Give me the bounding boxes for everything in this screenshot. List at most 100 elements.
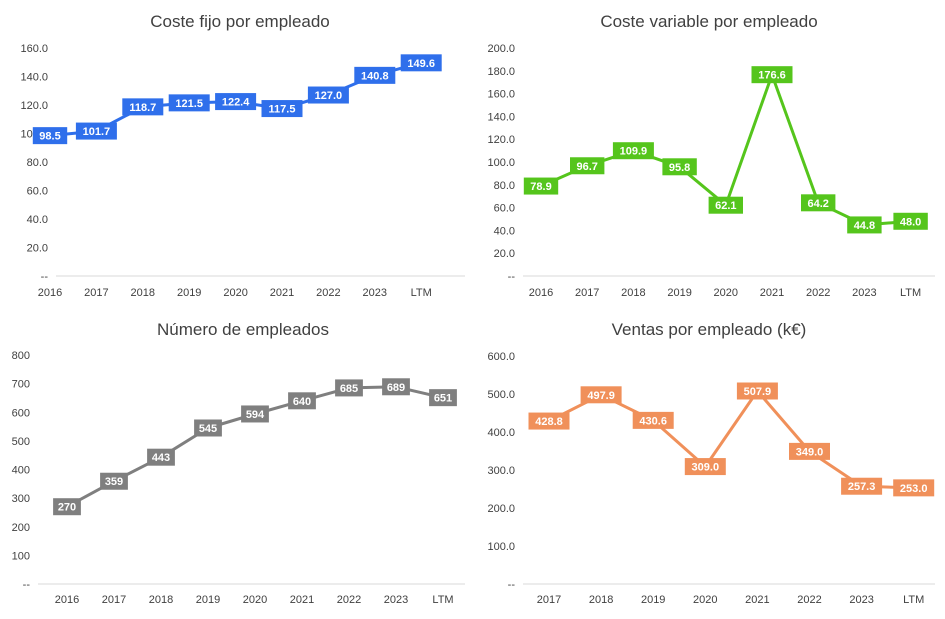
data-point-marker: [215, 93, 257, 111]
data-label: 594: [246, 409, 265, 421]
data-label: 64.2: [807, 198, 828, 210]
data-point-marker: [570, 157, 605, 175]
x-tick-label: 2016: [38, 287, 62, 299]
x-tick-label: 2021: [760, 287, 784, 299]
data-point-marker: [335, 379, 363, 397]
x-tick-label: 2022: [337, 594, 361, 606]
chart-3: Número de empleados -- 100 200 300 400 500 600 7…: [12, 320, 465, 606]
data-point-marker: [528, 412, 570, 430]
x-tick-label: LTM: [900, 287, 921, 299]
y-tick-label: 600.0: [487, 351, 515, 363]
y-tick-label: 200.0: [487, 503, 515, 515]
data-point-marker: [801, 194, 836, 212]
data-point-marker: [751, 66, 793, 84]
x-tick-label: 2023: [849, 594, 873, 606]
y-tick-label: 100.0: [487, 541, 515, 553]
data-label: 270: [58, 502, 76, 514]
chart-4: Ventas por empleado (k€) -- 100.0 200.0 300.…: [487, 320, 935, 606]
data-point-marker: [708, 196, 743, 214]
x-tick-label: 2020: [223, 287, 247, 299]
data-point-marker: [841, 477, 883, 495]
data-label: 349.0: [796, 446, 824, 458]
y-tick-label: 60.0: [27, 186, 48, 198]
y-tick-label: 80.0: [27, 157, 48, 169]
data-point-marker: [612, 142, 654, 160]
x-tick-label: 2018: [589, 594, 613, 606]
data-label: 685: [340, 383, 358, 395]
y-tick-label: 300: [12, 493, 30, 505]
x-tick-label: 2023: [852, 287, 876, 299]
x-tick-label: 2020: [693, 594, 717, 606]
y-tick-label: 700: [12, 379, 30, 391]
data-label: 127.0: [315, 90, 343, 102]
data-point-marker: [382, 378, 410, 396]
x-tick-label: LTM: [432, 594, 453, 606]
x-tick-label: 2017: [102, 594, 126, 606]
chart-1: Coste fijo por empleado -- 20.0 40.0 60.0 80.…: [20, 12, 465, 299]
x-tick-label: 2018: [149, 594, 173, 606]
series-line: [547, 389, 916, 490]
data-point-marker: [893, 212, 928, 230]
y-tick-label: 500: [12, 436, 30, 448]
chart-2: Coste variable por empleado -- 20.0 40.0 60.…: [487, 12, 935, 299]
data-label: 121.5: [175, 98, 203, 110]
data-point-marker: [168, 94, 210, 112]
y-tick-label: 200.0: [487, 43, 515, 55]
x-tick-label: 2020: [714, 287, 738, 299]
y-tick-label: 40.0: [494, 225, 515, 237]
y-tick-label: 40.0: [27, 214, 48, 226]
data-label: 507.9: [744, 386, 772, 398]
data-label: 689: [387, 382, 405, 394]
data-point-marker: [75, 122, 117, 140]
y-tick-label: 20.0: [494, 248, 515, 260]
chart-title: Ventas por empleado (k€): [612, 320, 807, 339]
data-point-marker: [32, 127, 68, 145]
y-tick-label: 300.0: [487, 465, 515, 477]
data-point-marker: [893, 479, 935, 497]
x-tick-label: 2022: [316, 287, 340, 299]
data-point-marker: [53, 498, 81, 516]
y-tick-label: 80.0: [494, 180, 515, 192]
x-tick-label: 2017: [575, 287, 599, 299]
data-label: 257.3: [848, 481, 876, 493]
x-tick-label: 2022: [806, 287, 830, 299]
y-tick-label: 120.0: [487, 134, 515, 146]
data-label: 430.6: [639, 415, 667, 427]
x-tick-label: 2020: [243, 594, 267, 606]
data-point-marker: [147, 448, 175, 466]
y-tick-label: 100.0: [487, 157, 515, 169]
x-tick-label: 2022: [797, 594, 821, 606]
data-label: 44.8: [854, 220, 875, 232]
data-label: 118.7: [129, 102, 156, 114]
data-label: 117.5: [269, 104, 296, 116]
data-point-marker: [429, 389, 457, 407]
data-label: 651: [434, 393, 452, 405]
y-tick-label: 600: [12, 407, 30, 419]
data-label: 253.0: [900, 483, 928, 495]
x-tick-label: 2021: [745, 594, 769, 606]
x-tick-label: 2016: [529, 287, 553, 299]
x-tick-label: 2019: [196, 594, 220, 606]
y-tick-label: --: [508, 271, 516, 283]
y-tick-label: 400.0: [487, 427, 515, 439]
data-point-marker: [632, 411, 674, 429]
y-tick-label: 180.0: [487, 66, 515, 78]
x-tick-label: 2021: [270, 287, 294, 299]
data-label: 109.9: [620, 146, 648, 158]
y-tick-label: 20.0: [27, 243, 48, 255]
chart-title: Coste fijo por empleado: [150, 12, 330, 31]
data-label: 497.9: [587, 390, 615, 402]
data-point-marker: [684, 458, 726, 476]
data-label: 149.6: [407, 58, 435, 70]
x-tick-label: 2021: [290, 594, 314, 606]
y-tick-label: 200: [12, 522, 30, 534]
data-label: 48.0: [900, 216, 921, 228]
data-point-marker: [662, 158, 697, 176]
data-point-marker: [847, 216, 882, 234]
data-point-marker: [354, 66, 396, 84]
data-label: 443: [152, 452, 170, 464]
y-tick-label: --: [508, 579, 516, 591]
chart-title: Número de empleados: [157, 320, 329, 339]
